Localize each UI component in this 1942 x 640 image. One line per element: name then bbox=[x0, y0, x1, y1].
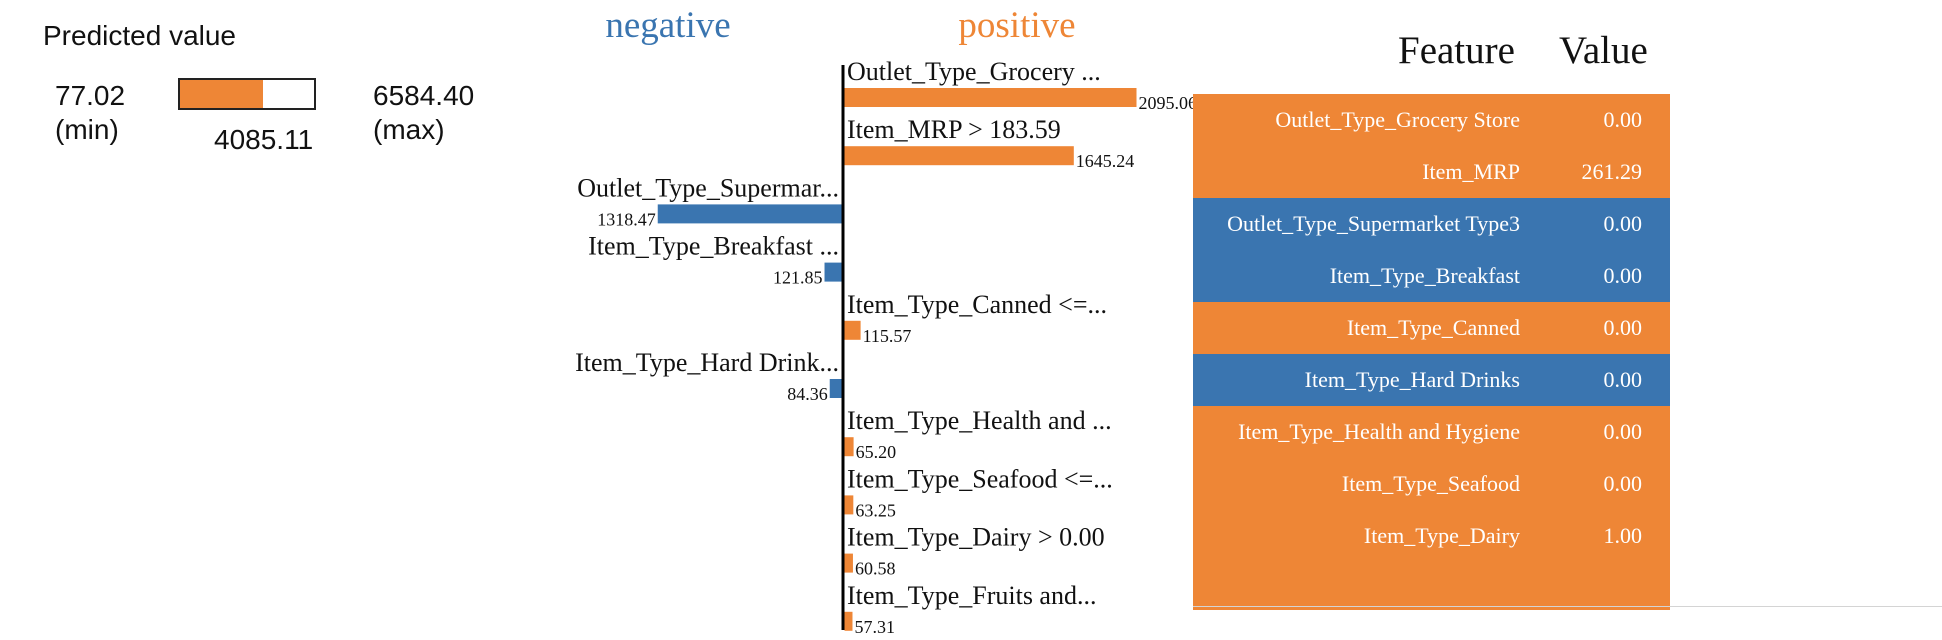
bar-value-label: 121.85 bbox=[773, 268, 823, 288]
contribution-bar bbox=[829, 379, 842, 398]
feature-name-cell: Item_Type_Seafood bbox=[1341, 471, 1520, 496]
feature-column-header: Feature bbox=[1398, 29, 1515, 72]
feature-name-cell: Item_Type_Health and Hygiene bbox=[1238, 419, 1520, 444]
feature-name-cell: Item_Type_Dairy bbox=[1363, 523, 1520, 548]
feature-name-cell: Item_MRP bbox=[1422, 159, 1520, 184]
bars-group: Outlet_Type_Grocery ... 2095.06 Item_MRP >… bbox=[575, 57, 1193, 637]
feature-value-cell: 0.00 bbox=[1603, 419, 1643, 444]
bar-feature-label: Item_Type_Fruits and... bbox=[847, 581, 1096, 610]
bar-feature-label: Item_MRP > 183.59 bbox=[847, 115, 1061, 144]
predicted-max-label: (max) bbox=[373, 114, 445, 145]
predicted-min-value: 77.02 bbox=[55, 80, 126, 111]
feature-value-cell: 261.29 bbox=[1581, 159, 1643, 184]
bar-feature-label: Item_Type_Health and ... bbox=[847, 406, 1112, 435]
bar-feature-label: Item_Type_Seafood <=... bbox=[847, 464, 1113, 493]
contribution-bar bbox=[844, 88, 1137, 107]
predicted-value-bar bbox=[178, 78, 316, 110]
predicted-value-fill bbox=[180, 80, 263, 108]
contribution-bar bbox=[844, 146, 1074, 166]
feature-value-cell: 0.00 bbox=[1603, 263, 1643, 288]
bar-value-label: 2095.06 bbox=[1139, 93, 1194, 113]
feature-table-row: Item_Type_Hard Drinks 0.00 bbox=[1193, 354, 1670, 406]
feature-value-cell: 0.00 bbox=[1603, 367, 1643, 392]
contribution-bar-chart: negative positive Outlet_Type_Grocery ..… bbox=[575, 5, 1193, 637]
bar-value-label: 60.58 bbox=[855, 559, 896, 579]
predicted-max-value: 6584.40 bbox=[373, 80, 475, 111]
contribution-bar bbox=[844, 553, 853, 573]
negative-header: negative bbox=[605, 5, 730, 46]
contribution-bar bbox=[844, 437, 854, 457]
feature-name-cell: Outlet_Type_Grocery Store bbox=[1275, 107, 1520, 132]
feature-table-row: Item_Type_Seafood 0.00 bbox=[1193, 458, 1670, 510]
bar-value-label: 115.57 bbox=[863, 326, 912, 346]
predicted-value-title: Predicted value bbox=[43, 20, 237, 51]
feature-table-row: Item_MRP 261.29 bbox=[1193, 146, 1670, 198]
horizontal-scrollbar-track[interactable] bbox=[1193, 606, 1942, 607]
feature-table-row: Item_Type_Dairy 1.00 bbox=[1193, 510, 1670, 562]
predicted-value: 4085.11 bbox=[214, 124, 314, 155]
value-column-header: Value bbox=[1559, 29, 1648, 72]
feature-table-row: Outlet_Type_Grocery Store 0.00 bbox=[1193, 94, 1670, 146]
bar-feature-label: Item_Type_Canned <=... bbox=[847, 290, 1107, 319]
contribution-bar bbox=[657, 204, 842, 224]
feature-value-cell: 0.00 bbox=[1603, 211, 1643, 236]
bar-value-label: 1645.24 bbox=[1076, 151, 1135, 171]
feature-value-cell: 0.00 bbox=[1603, 107, 1643, 132]
contribution-bar bbox=[844, 611, 853, 631]
bar-feature-label: Item_Type_Dairy > 0.00 bbox=[847, 523, 1105, 552]
bar-feature-label: Outlet_Type_Grocery ... bbox=[847, 57, 1101, 86]
contribution-bar bbox=[844, 320, 861, 340]
feature-value-cell: 0.00 bbox=[1603, 471, 1643, 496]
contribution-bar bbox=[824, 262, 842, 282]
feature-table-bottom-fill bbox=[1193, 562, 1670, 610]
bar-feature-label: Item_Type_Hard Drink... bbox=[575, 348, 839, 377]
feature-name-cell: Item_Type_Breakfast bbox=[1329, 263, 1520, 288]
bar-value-label: 1318.47 bbox=[597, 209, 656, 229]
predicted-min-label: (min) bbox=[55, 114, 119, 145]
feature-value-cell: 0.00 bbox=[1603, 315, 1643, 340]
feature-table-row: Item_Type_Health and Hygiene 0.00 bbox=[1193, 406, 1670, 458]
predicted-value-panel: Predicted value 77.02 (min) 4085.11 6584… bbox=[0, 0, 520, 200]
feature-table-body: Outlet_Type_Grocery Store 0.00 Item_MRP 261… bbox=[1193, 94, 1670, 610]
contribution-bar bbox=[844, 495, 854, 515]
feature-table-row: Item_Type_Breakfast 0.00 bbox=[1193, 250, 1670, 302]
feature-table-row: Item_Type_Canned 0.00 bbox=[1193, 302, 1670, 354]
bar-value-label: 65.20 bbox=[856, 442, 897, 462]
positive-header: positive bbox=[958, 5, 1075, 46]
feature-name-cell: Item_Type_Canned bbox=[1346, 315, 1520, 340]
bar-value-label: 84.36 bbox=[787, 384, 828, 404]
feature-value-cell: 1.00 bbox=[1603, 523, 1643, 548]
feature-table-row: Outlet_Type_Supermarket Type3 0.00 bbox=[1193, 198, 1670, 250]
feature-name-cell: Outlet_Type_Supermarket Type3 bbox=[1227, 211, 1520, 236]
bar-value-label: 57.31 bbox=[854, 617, 895, 637]
bar-feature-label: Outlet_Type_Supermar... bbox=[577, 173, 839, 202]
bar-value-label: 63.25 bbox=[855, 500, 896, 520]
bar-feature-label: Item_Type_Breakfast ... bbox=[588, 232, 839, 261]
feature-name-cell: Item_Type_Hard Drinks bbox=[1304, 367, 1520, 392]
